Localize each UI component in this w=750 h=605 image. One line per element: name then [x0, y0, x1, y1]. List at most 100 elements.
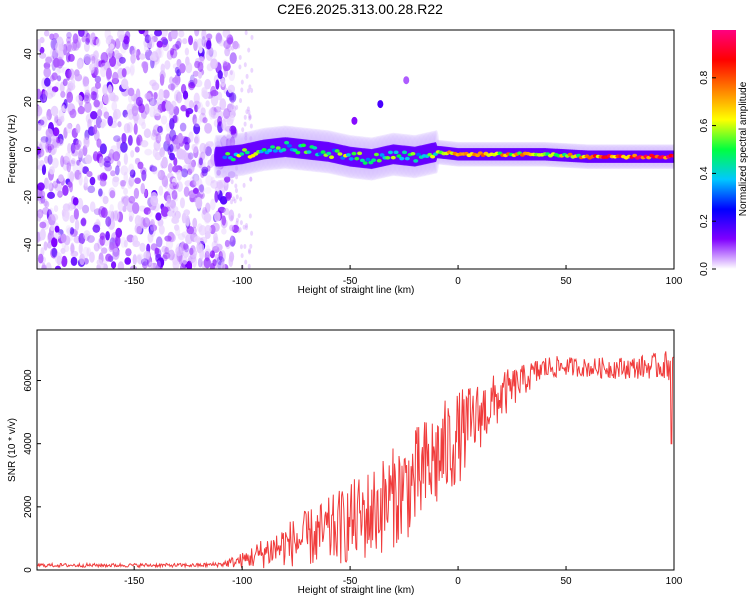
spectrogram-noise-blob — [66, 161, 72, 173]
spectrogram-noise-blob — [170, 252, 177, 261]
spectrogram-noise-blob — [193, 117, 201, 128]
spectrogram-noise-blob — [205, 100, 210, 107]
spectrogram-signal-core — [357, 151, 363, 156]
spectrogram-noise-blob — [210, 140, 215, 152]
spectrogram-noise-blob — [223, 108, 231, 119]
spectrogram-noise-blob — [144, 43, 150, 53]
spectrogram-noise-blob — [210, 180, 219, 189]
spectrogram-noise-blob — [192, 187, 199, 194]
spectrogram-noise-blob — [55, 41, 63, 54]
spectrogram-signal-core — [402, 150, 408, 155]
spectrogram-signal-core — [390, 155, 396, 160]
spectrogram-noise-blob — [70, 78, 76, 86]
spectrogram-noise-blob — [153, 91, 158, 100]
spectrogram-noise-blob — [142, 217, 151, 228]
spectrogram-noise-blob — [117, 261, 125, 269]
spectrogram-noise-blob — [235, 194, 239, 200]
spectrogram-noise-blob — [78, 174, 83, 186]
spectrogram-noise-blob — [67, 143, 72, 154]
spectrogram-noise-blob — [161, 156, 168, 169]
spectrogram-noise-blob — [65, 40, 72, 53]
spectrogram-noise-blob — [232, 196, 236, 202]
spectrogram-noise-blob — [117, 121, 122, 128]
spectrogram-noise-blob — [92, 51, 98, 62]
spectrogram-noise-blob — [200, 107, 206, 116]
spectrogram-noise-blob — [120, 180, 125, 190]
spectrogram-noise-blob — [230, 99, 234, 105]
spectrogram-x-tick-label: 0 — [455, 276, 461, 287]
colorbar-tick-label: 0.4 — [699, 166, 710, 180]
spectrogram-noise-blob — [110, 170, 116, 177]
spectrogram-noise-blob — [239, 220, 243, 226]
spectrogram-noise-blob — [54, 265, 62, 269]
spectrogram-noise-blob — [193, 41, 198, 51]
spectrogram-noise-blob — [185, 215, 190, 227]
spectrogram-noise-blob — [134, 157, 141, 165]
spectrogram-noise-blob — [167, 162, 173, 174]
spectrogram-noise-blob — [93, 124, 98, 135]
spectrogram-noise-blob — [219, 250, 226, 262]
spectrogram-signal-core — [306, 150, 312, 154]
spectrogram-noise-blob — [173, 157, 178, 167]
spectrogram-signal-core — [320, 150, 326, 154]
spectrogram-noise-blob — [74, 148, 80, 157]
spectrogram-noise-blob — [221, 227, 227, 235]
spectrogram-noise-blob — [94, 75, 102, 83]
spectrogram-noise-blob — [53, 205, 59, 212]
spectrogram-noise-blob — [158, 185, 164, 196]
spectrogram-noise-blob — [83, 94, 90, 102]
spectrogram-noise-blob — [104, 156, 111, 163]
spectrogram-noise-blob — [179, 122, 187, 132]
spectrogram-noise-blob — [240, 253, 244, 259]
spectrogram-noise-blob — [210, 58, 218, 70]
spectrogram-noise-blob — [158, 88, 165, 101]
spectrogram-noise-blob — [244, 259, 248, 265]
spectrogram-x-label: Height of straight line (km) — [298, 285, 415, 296]
spectrogram-signal-core — [334, 149, 340, 153]
spectrogram-noise-blob — [199, 142, 207, 154]
spectrogram-noise-blob — [67, 159, 76, 167]
spectrogram-noise-blob — [178, 30, 185, 38]
snr-x-tick-label: -50 — [343, 576, 358, 587]
spectrogram-noise-blob — [89, 201, 96, 213]
spectrogram-noise-blob — [153, 109, 161, 117]
spectrogram-noise-blob — [230, 115, 235, 122]
spectrogram-noise-blob — [161, 100, 167, 112]
spectrogram-noise-blob — [90, 91, 97, 101]
spectrogram-noise-blob — [113, 108, 122, 120]
spectrogram-noise-blob — [233, 198, 237, 204]
spectrogram-noise-blob — [119, 179, 127, 187]
spectrogram-x-ticks: -150 -100 -50 0 50 100 — [124, 265, 683, 287]
spectrogram-noise-blob — [50, 224, 55, 232]
spectrogram-noise-blob — [213, 106, 222, 113]
spectrogram-noise-blob — [188, 131, 194, 143]
spectrogram-noise-blob — [151, 129, 157, 137]
colorbar-tick-label: 0.6 — [699, 118, 710, 132]
snr-x-tick-label: 50 — [560, 576, 572, 587]
spectrogram-noise-blob — [238, 54, 242, 60]
spectrogram-noise-blob — [216, 169, 221, 176]
spectrogram-noise-blob — [60, 103, 66, 111]
spectrogram-noise-blob — [176, 169, 182, 181]
spectrogram-noise-blob — [149, 218, 156, 231]
spectrogram-noise-blob — [179, 197, 186, 209]
spectrogram-signal-core — [270, 145, 276, 149]
spectrogram-signal-core — [281, 148, 287, 152]
spectrogram-noise-blob — [225, 119, 231, 131]
spectrogram-noise-blob — [155, 212, 162, 221]
spectrogram-noise-blob — [112, 176, 120, 183]
spectrogram-noise-blob — [230, 179, 234, 185]
spectrogram-noise-blob — [161, 175, 169, 188]
spectrogram-noise-blob — [112, 247, 120, 260]
spectrogram-noise-blob — [107, 115, 114, 127]
spectrogram-noise-blob — [84, 53, 92, 65]
spectrogram-noise-blob — [181, 231, 188, 238]
spectrogram-noise-blob — [247, 248, 251, 254]
spectrogram-noise-blob — [159, 73, 165, 86]
spectrogram-noise-blob — [51, 86, 59, 93]
spectrogram-noise-blob — [194, 104, 199, 113]
spectrogram-noise-blob — [73, 170, 81, 181]
spectrogram-noise-blob — [60, 155, 65, 168]
spectrogram-noise-blob — [227, 130, 232, 140]
spectrogram-signal-core — [272, 149, 278, 153]
